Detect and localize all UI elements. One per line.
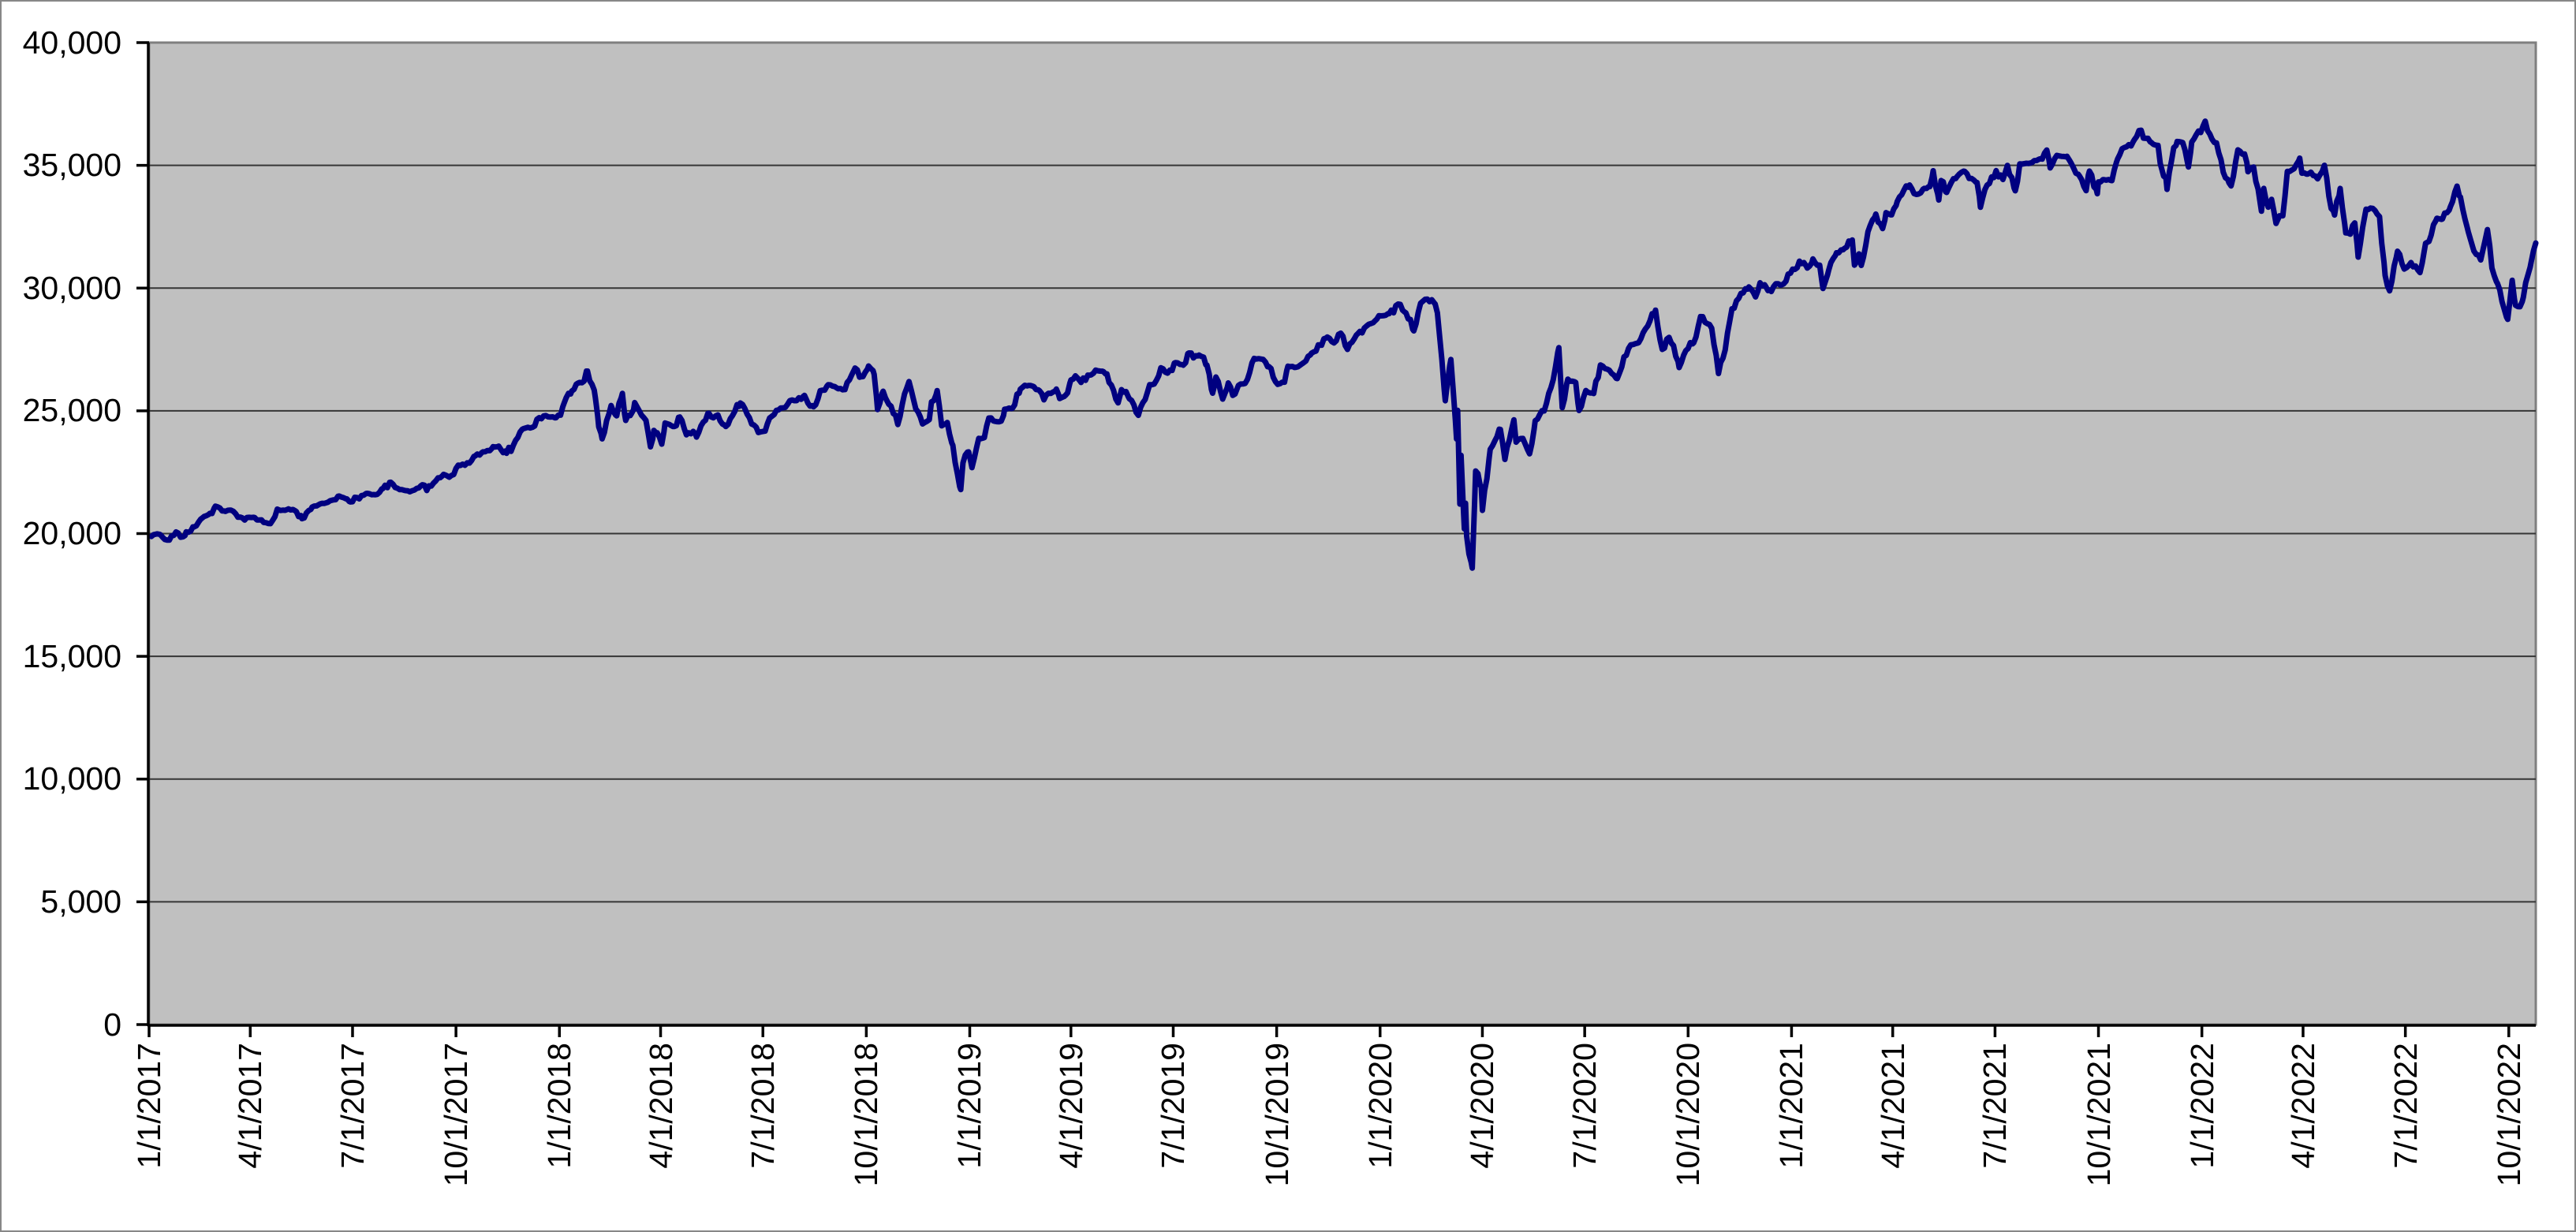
y-axis-tick-label: 15,000: [22, 637, 121, 674]
x-axis-tick-label: 7/1/2022: [2387, 1043, 2424, 1169]
y-axis-tick-label: 10,000: [22, 760, 121, 797]
x-axis-tick-label: 4/1/2021: [1874, 1043, 1911, 1169]
y-axis-tick-label: 40,000: [22, 24, 121, 61]
x-axis-tick-label: 10/1/2021: [2080, 1043, 2117, 1187]
x-axis-tick-label: 10/1/2019: [1258, 1043, 1295, 1187]
x-axis-tick-label: 4/1/2020: [1464, 1043, 1501, 1169]
x-axis-tick-label: 7/1/2019: [1155, 1043, 1192, 1169]
x-axis-tick-label: 4/1/2018: [642, 1043, 679, 1169]
x-axis-tick-label: 1/1/2019: [951, 1043, 988, 1169]
x-axis-tick-label: 1/1/2021: [1773, 1043, 1810, 1169]
x-axis-tick-label: 1/1/2022: [2183, 1043, 2220, 1169]
x-axis-tick-label: 4/1/2019: [1052, 1043, 1089, 1169]
y-axis-tick-label: 20,000: [22, 515, 121, 551]
y-axis-tick-label: 0: [103, 1006, 121, 1043]
series-line-djia: [148, 118, 2539, 571]
y-axis-tick-label: 30,000: [22, 269, 121, 306]
x-axis-tick-label: 10/1/2017: [438, 1043, 475, 1187]
x-axis-tick-label: 7/1/2017: [334, 1043, 371, 1169]
x-axis-tick-label: 1/1/2018: [541, 1043, 578, 1169]
x-axis-tick-label: 7/1/2021: [1977, 1043, 2014, 1169]
y-axis-tick-label: 35,000: [22, 147, 121, 184]
y-axis-tick-label: 25,000: [22, 392, 121, 429]
x-axis-tick-label: 10/1/2018: [848, 1043, 885, 1187]
y-axis-tick-label: 5,000: [40, 883, 121, 920]
x-axis-tick-label: 1/1/2020: [1361, 1043, 1398, 1169]
x-axis-tick-label: 10/1/2022: [2490, 1043, 2527, 1187]
x-axis-tick-label: 7/1/2018: [745, 1043, 782, 1169]
x-axis-tick-label: 1/1/2017: [131, 1043, 167, 1169]
x-axis-tick-label: 4/1/2022: [2284, 1043, 2321, 1169]
x-axis-tick-label: 10/1/2020: [1670, 1043, 1707, 1187]
x-axis-tick-label: 7/1/2020: [1566, 1043, 1603, 1169]
x-axis-tick-label: 4/1/2017: [232, 1043, 269, 1169]
